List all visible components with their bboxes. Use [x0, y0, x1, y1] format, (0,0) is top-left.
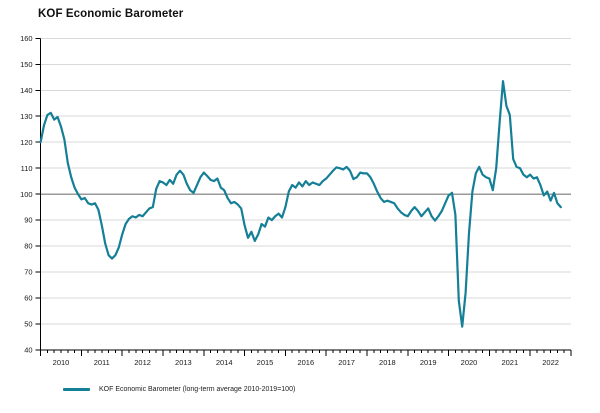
y-tick-label: 130: [20, 112, 33, 121]
y-tick-label: 50: [24, 320, 32, 329]
x-tick-label: 2022: [542, 358, 559, 367]
y-tick-label: 140: [20, 86, 33, 95]
legend-line-swatch: [63, 388, 90, 391]
x-tick-label: 2012: [134, 358, 151, 367]
x-tick-label: 2020: [461, 358, 478, 367]
barometer-series-line: [39, 80, 562, 328]
y-tick-label: 80: [24, 242, 32, 251]
x-tick-label: 2013: [175, 358, 192, 367]
x-tick-label: 2021: [501, 358, 518, 367]
x-tick-label: 2017: [338, 358, 355, 367]
x-tick-label: 2016: [297, 358, 314, 367]
y-tick-label: 60: [24, 294, 32, 303]
x-tick-label: 2011: [94, 358, 110, 367]
chart-legend: KOF Economic Barometer (long-term averag…: [63, 386, 295, 393]
y-tick-label: 40: [24, 346, 32, 355]
y-tick-label: 100: [20, 190, 33, 199]
y-tick-label: 120: [20, 138, 33, 147]
y-tick-label: 70: [24, 268, 32, 277]
x-tick-label: 2010: [53, 358, 70, 367]
y-tick-label: 110: [21, 164, 33, 173]
x-tick-label: 2014: [216, 358, 233, 367]
x-tick-label: 2015: [257, 358, 274, 367]
x-tick-label: 2019: [420, 358, 437, 367]
y-tick-label: 160: [20, 34, 33, 43]
legend-label: KOF Economic Barometer (long-term averag…: [99, 386, 296, 393]
y-tick-label: 150: [20, 60, 33, 69]
y-tick-label: 90: [24, 216, 32, 225]
x-tick-label: 2018: [379, 358, 396, 367]
page-title: KOF Economic Barometer: [38, 8, 184, 20]
